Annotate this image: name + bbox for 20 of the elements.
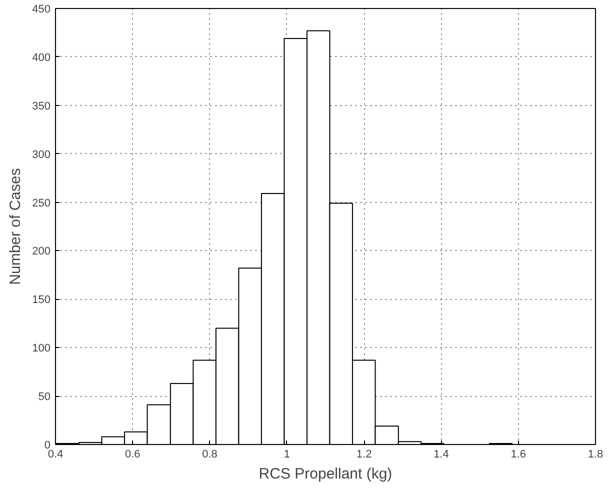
y-tick-label: 0 — [44, 440, 51, 452]
x-tick-label: 1.6 — [510, 448, 526, 460]
y-tick-label: 400 — [32, 52, 51, 64]
y-tick-label: 250 — [32, 197, 51, 210]
x-tick-label: 0.6 — [124, 448, 140, 460]
x-tick-label: 0.8 — [202, 448, 218, 460]
y-tick-label: 350 — [32, 100, 51, 112]
y-tick-label: 450 — [32, 4, 51, 16]
y-tick-label: 200 — [32, 246, 51, 258]
x-axis-title: RCS Propellant (kg) — [258, 466, 392, 482]
y-tick-label: 100 — [32, 342, 51, 355]
y-tick-label: 150 — [32, 294, 51, 306]
x-tick-label: 1 — [284, 448, 290, 460]
x-tick-label: 1.8 — [588, 448, 604, 460]
x-tick-label: 1.4 — [434, 448, 449, 460]
y-tick-label: 50 — [38, 391, 51, 404]
y-axis-title: Number of Cases — [7, 168, 24, 285]
x-tick-label: 1.2 — [356, 448, 372, 460]
y-tick-label: 300 — [32, 148, 51, 161]
x-tick-label: 0.4 — [48, 448, 64, 460]
